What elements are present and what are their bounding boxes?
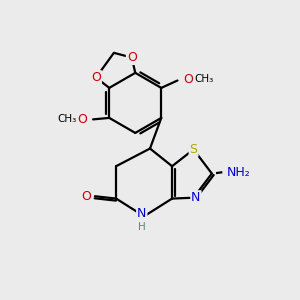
Text: N: N [191, 191, 201, 204]
Text: NH₂: NH₂ [226, 166, 250, 178]
Text: O: O [184, 73, 194, 85]
Text: S: S [190, 143, 198, 156]
Text: O: O [127, 51, 137, 64]
Text: O: O [77, 113, 87, 126]
Text: N: N [137, 207, 146, 220]
Text: H: H [138, 222, 146, 232]
Text: O: O [91, 71, 101, 84]
Text: O: O [81, 190, 91, 203]
Text: CH₃: CH₃ [194, 74, 214, 84]
Text: CH₃: CH₃ [57, 114, 76, 124]
